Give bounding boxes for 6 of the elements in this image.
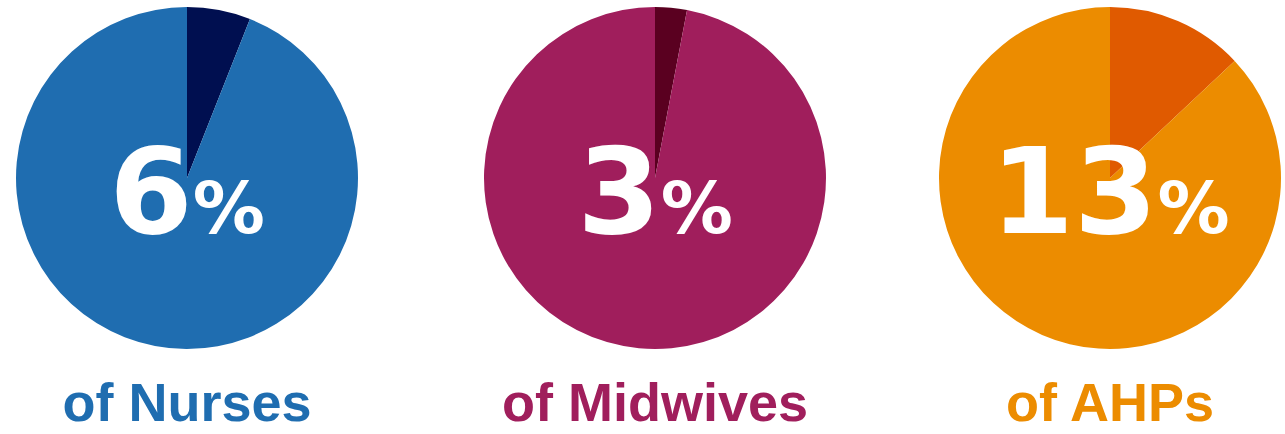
text: 13%	[990, 122, 1230, 261]
text: 3%	[577, 122, 733, 261]
text: of Midwives	[500, 372, 809, 432]
text: of Nurses	[61, 372, 313, 432]
text: of AHPs	[1005, 372, 1215, 432]
text: 6%	[109, 122, 265, 261]
